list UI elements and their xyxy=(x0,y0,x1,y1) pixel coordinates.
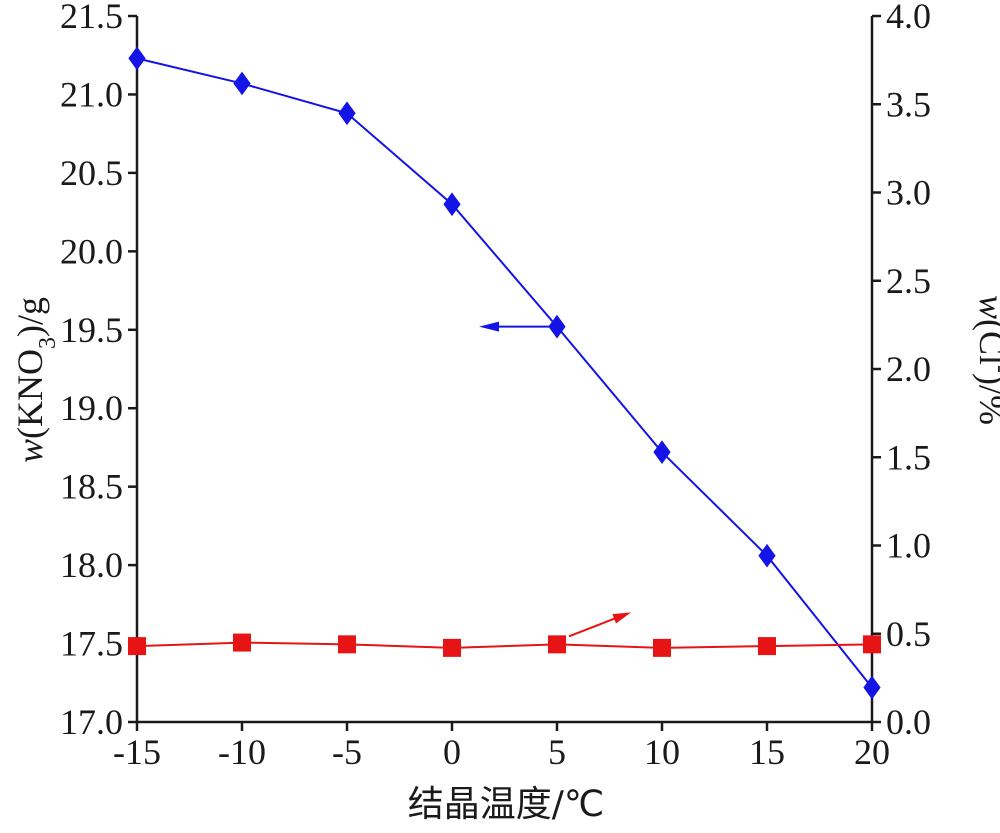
square-marker xyxy=(443,638,461,657)
left-y-label-tail: )/g xyxy=(10,297,50,337)
square-marker xyxy=(338,635,356,654)
right-y-label-tail: )/% xyxy=(972,373,1000,425)
right-pointing-arrow xyxy=(568,614,624,638)
right-y-tick-label: 1.0 xyxy=(886,526,931,566)
arrowhead xyxy=(612,612,631,624)
x-tick-label: -10 xyxy=(218,732,266,772)
left-y-axis-ticks: 17.0 17.5 18.0 18.5 19.0 19.5 20.0 20.5 21.0 21.5 xyxy=(60,0,137,742)
diamond-marker xyxy=(758,543,776,568)
series-kno3 xyxy=(128,46,881,700)
x-axis-ticks: -15 -10 -5 0 5 10 15 20 xyxy=(113,722,890,772)
axes xyxy=(135,16,874,724)
right-y-tick-label: 2.5 xyxy=(886,261,931,301)
x-tick-label: 15 xyxy=(749,732,785,772)
left-y-label-subscript: 3 xyxy=(35,337,61,349)
left-y-tick-label: 17.0 xyxy=(60,702,123,742)
right-y-axis-ticks: 0.0 0.5 1.0 1.5 2.0 2.5 3.0 3.5 4.0 xyxy=(872,0,931,742)
right-y-tick-label: 0.5 xyxy=(886,614,931,654)
x-tick-label: 5 xyxy=(548,732,566,772)
left-y-tick-label: 17.5 xyxy=(60,624,123,664)
series-line xyxy=(136,641,873,649)
left-y-tick-label: 21.5 xyxy=(60,0,123,36)
left-y-tick-label: 20.0 xyxy=(60,231,123,271)
annotation-layer xyxy=(479,321,631,638)
right-y-label-main: (Cl xyxy=(972,319,1000,365)
series-layer xyxy=(128,46,881,700)
right-y-tick-label: 4.0 xyxy=(886,0,931,36)
square-marker xyxy=(548,635,566,654)
left-y-tick-label: 18.5 xyxy=(60,467,123,507)
diamond-marker xyxy=(548,314,566,339)
right-y-tick-label: 3.0 xyxy=(886,173,931,213)
left-y-tick-label: 18.0 xyxy=(60,545,123,585)
right-y-tick-label: 2.0 xyxy=(886,349,931,389)
x-tick-label: -5 xyxy=(332,732,362,772)
diamond-marker xyxy=(128,46,146,71)
left-y-label-symbol: w xyxy=(10,439,50,463)
right-y-label-superscript: - xyxy=(987,365,1000,373)
diamond-marker xyxy=(443,192,461,217)
left-y-tick-label: 20.5 xyxy=(60,153,123,193)
x-tick-label: 10 xyxy=(644,732,680,772)
right-y-tick-label: 3.5 xyxy=(886,84,931,124)
x-tick-label: 20 xyxy=(854,732,890,772)
right-y-label-symbol: w xyxy=(972,295,1000,319)
left-y-label-main: (KNO xyxy=(10,349,50,439)
arrowhead xyxy=(479,321,499,332)
diamond-marker xyxy=(863,675,881,700)
right-y-tick-label: 1.5 xyxy=(886,437,931,477)
series-chloride xyxy=(128,633,881,657)
series-line xyxy=(136,57,873,689)
left-y-tick-label: 19.0 xyxy=(60,388,123,428)
right-y-axis-label: w(Cl-)/% xyxy=(972,295,1000,425)
diamond-marker xyxy=(653,440,671,465)
square-marker xyxy=(128,637,146,656)
square-marker xyxy=(653,638,671,657)
diamond-marker xyxy=(233,71,251,96)
x-tick-label: -15 xyxy=(113,732,161,772)
right-y-tick-label: 0.0 xyxy=(886,702,931,742)
left-y-axis-label: w(KNO3)/g xyxy=(10,297,61,463)
square-marker xyxy=(233,633,251,652)
x-axis-label: 结晶温度/℃ xyxy=(408,784,605,825)
square-marker xyxy=(758,637,776,656)
left-y-tick-label: 19.5 xyxy=(60,310,123,350)
left-y-tick-label: 21.0 xyxy=(60,74,123,114)
diamond-marker xyxy=(338,101,356,126)
x-tick-label: 0 xyxy=(443,732,461,772)
square-marker xyxy=(863,635,881,654)
